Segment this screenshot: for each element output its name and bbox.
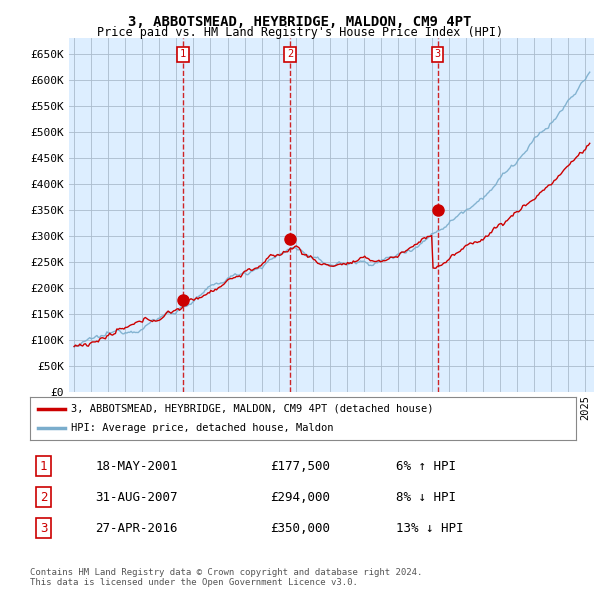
Text: 2: 2 <box>287 50 293 59</box>
Text: £177,500: £177,500 <box>270 460 330 473</box>
Text: 8% ↓ HPI: 8% ↓ HPI <box>396 490 456 504</box>
Text: 18-MAY-2001: 18-MAY-2001 <box>95 460 178 473</box>
Text: 3, ABBOTSMEAD, HEYBRIDGE, MALDON, CM9 4PT (detached house): 3, ABBOTSMEAD, HEYBRIDGE, MALDON, CM9 4P… <box>71 404 433 414</box>
Text: 13% ↓ HPI: 13% ↓ HPI <box>396 522 463 535</box>
Text: £350,000: £350,000 <box>270 522 330 535</box>
Text: 27-APR-2016: 27-APR-2016 <box>95 522 178 535</box>
Text: 3: 3 <box>40 522 47 535</box>
Text: 3, ABBOTSMEAD, HEYBRIDGE, MALDON, CM9 4PT: 3, ABBOTSMEAD, HEYBRIDGE, MALDON, CM9 4P… <box>128 15 472 29</box>
Text: 6% ↑ HPI: 6% ↑ HPI <box>396 460 456 473</box>
Text: HPI: Average price, detached house, Maldon: HPI: Average price, detached house, Mald… <box>71 423 334 433</box>
Text: £294,000: £294,000 <box>270 490 330 504</box>
Text: 1: 1 <box>40 460 47 473</box>
Text: 2: 2 <box>40 490 47 504</box>
Text: 31-AUG-2007: 31-AUG-2007 <box>95 490 178 504</box>
Text: Price paid vs. HM Land Registry's House Price Index (HPI): Price paid vs. HM Land Registry's House … <box>97 26 503 39</box>
Text: 3: 3 <box>434 50 441 59</box>
Text: 1: 1 <box>180 50 186 59</box>
Text: Contains HM Land Registry data © Crown copyright and database right 2024.
This d: Contains HM Land Registry data © Crown c… <box>30 568 422 587</box>
